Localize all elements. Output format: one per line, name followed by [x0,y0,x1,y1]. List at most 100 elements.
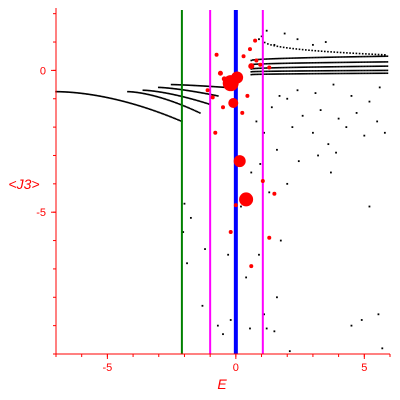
black-branch-1-point [165,98,168,101]
black-branch-8-point [278,70,280,72]
black-branch-0-point [116,99,119,101]
black-branch-9-point [313,72,315,75]
black-branch-0-point [67,91,69,93]
black-branch-5-point [343,56,346,58]
black-branch-8-point [360,69,363,72]
black-branch-10-point [286,47,288,49]
black-branch-0-point [110,97,112,100]
black-branch-6-point [366,61,369,63]
black-scatter-point [337,117,340,120]
black-branch-9-point [336,72,338,75]
black-branch-8-point [255,70,257,73]
black-branch-0-point [159,112,162,114]
black-branch-6-point [300,62,303,64]
black-branch-1-point [135,91,137,94]
black-branch-3-point [174,87,176,90]
black-branch-8-point [304,70,306,72]
black-branch-7-point [322,66,324,68]
black-branch-8-point [371,69,373,72]
black-branch-8-point [300,70,303,72]
black-branch-9-point [362,72,364,75]
black-scatter-point [335,151,337,154]
red-point [254,58,259,63]
black-branch-0-point [87,93,89,96]
black-branch-8-point [256,70,259,73]
black-branch-8-point [291,70,294,72]
black-branch-0-point [127,101,130,104]
black-branch-7-point [304,66,306,68]
black-branch-5-point [331,56,334,58]
black-scatter-point [312,131,314,134]
black-scatter-point [378,86,381,89]
black-branch-9-point [328,72,331,75]
black-branch-0-point [65,91,68,93]
black-branch-2-point [157,90,160,93]
black-branch-8-point [348,69,350,72]
black-branch-9-point [382,72,384,75]
black-branch-6-point [343,61,346,64]
black-branch-9-point [291,73,294,75]
black-branch-2-point [192,98,195,101]
black-branch-5-point [276,57,279,60]
black-branch-8-point [313,70,315,72]
black-branch-6-point [383,61,386,63]
black-branch-9-point [288,73,291,75]
black-branch-0-point [156,111,159,113]
black-branch-0-point [103,96,106,98]
black-branch-9-point [360,72,363,75]
x-tick-label: 0 [233,362,239,374]
black-branch-8-point [293,70,295,72]
black-branch-0-point [134,103,136,106]
black-branch-3-point [176,88,179,90]
black-branch-7-point [378,65,381,68]
black-branch-7-point [305,66,308,68]
black-scatter-point [286,97,289,100]
black-branch-0-point [94,94,96,97]
black-branch-8-point [319,70,321,72]
black-branch-5-point [382,55,384,58]
black-branch-5-point [316,56,318,59]
black-branch-9-point [308,72,311,75]
black-branch-5-point [278,57,280,60]
black-branch-4-point [176,83,178,86]
black-scatter-point [296,38,299,41]
black-branch-1-point [175,101,177,104]
ticks-layer: -5 0 5 0 -5 [36,13,391,374]
black-scatter-point [259,163,262,165]
black-branch-7-point [363,65,366,68]
black-scatter-point [381,347,384,350]
black-branch-6-point [363,61,366,63]
black-scatter-point [288,350,291,353]
black-branch-9-point [365,72,367,75]
black-branch-9-point [340,72,343,75]
black-branch-7-point [372,65,375,68]
red-point [253,38,258,43]
black-branch-2-point [146,89,149,92]
black-branch-7-point [279,66,282,69]
black-branch-5-point [270,58,272,60]
black-branch-3-point [182,89,184,91]
black-branch-5-point [274,57,277,60]
black-branch-7-point [368,65,370,68]
black-branch-7-point [345,65,347,68]
black-branch-2-point [207,103,210,105]
black-branch-10-point [298,48,301,51]
black-branch-9-point [343,72,346,75]
black-branch-9-point [349,72,352,75]
black-branch-0-point [167,115,170,117]
black-branch-9-point [290,73,292,75]
black-branch-6-point [307,62,309,64]
black-branch-5-point [291,57,294,59]
black-branch-1-point [156,95,159,98]
black-branch-0-point [165,114,167,116]
black-branch-8-point [320,69,323,72]
black-branch-5-point [346,56,349,58]
black-branch-5-point [354,55,357,58]
black-branch-5-point [313,56,315,59]
black-branch-3-point [200,92,203,94]
black-scatter-point [263,131,266,134]
black-branch-6-point [380,61,383,63]
black-branch-7-point [290,66,292,69]
black-branch-1-point [147,93,149,96]
black-branch-0-point [88,93,91,96]
